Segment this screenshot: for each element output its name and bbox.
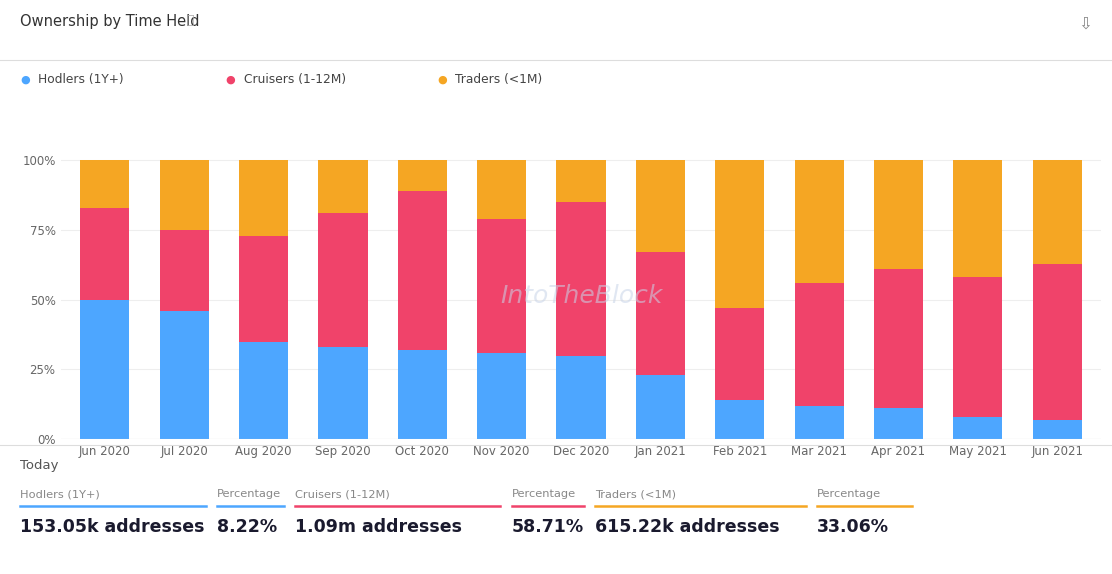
Text: ●: ●	[226, 74, 236, 84]
Bar	[318, 347, 368, 439]
Bar	[556, 355, 606, 439]
Bar	[318, 161, 368, 214]
Bar	[1033, 263, 1082, 420]
Bar	[398, 350, 447, 439]
Bar	[794, 283, 844, 406]
Bar	[874, 409, 923, 439]
Bar	[1033, 161, 1082, 263]
Bar	[398, 161, 447, 191]
Text: ⇩: ⇩	[1079, 14, 1092, 32]
Text: 615.22k addresses: 615.22k addresses	[595, 518, 780, 536]
Text: Ownership by Time Held: Ownership by Time Held	[20, 14, 199, 29]
Bar	[715, 161, 764, 308]
Bar	[794, 161, 844, 283]
Bar	[715, 308, 764, 400]
Text: 1.09m addresses: 1.09m addresses	[295, 518, 461, 536]
Text: Percentage: Percentage	[512, 489, 576, 499]
Text: Today: Today	[20, 459, 59, 472]
Text: Cruisers (1-12M): Cruisers (1-12M)	[244, 73, 346, 86]
Bar	[318, 214, 368, 347]
Bar	[477, 353, 526, 439]
Bar	[239, 161, 288, 236]
Bar	[1033, 420, 1082, 439]
Bar	[874, 161, 923, 269]
Bar	[556, 202, 606, 355]
Bar	[874, 269, 923, 409]
Text: 58.71%: 58.71%	[512, 518, 584, 536]
Bar	[953, 161, 1002, 277]
Bar	[636, 375, 685, 439]
Bar	[556, 161, 606, 202]
Bar	[953, 417, 1002, 439]
Bar	[398, 191, 447, 350]
Bar	[239, 342, 288, 439]
Text: Percentage: Percentage	[817, 489, 882, 499]
Text: IntoTheBlock: IntoTheBlock	[499, 284, 663, 308]
Bar	[80, 161, 129, 208]
Text: 8.22%: 8.22%	[217, 518, 277, 536]
Bar	[477, 161, 526, 219]
Text: 33.06%: 33.06%	[817, 518, 890, 536]
Text: Cruisers (1-12M): Cruisers (1-12M)	[295, 489, 389, 499]
Bar	[80, 300, 129, 439]
Text: ⓘ: ⓘ	[187, 14, 195, 28]
Bar	[239, 236, 288, 342]
Bar	[80, 208, 129, 300]
Text: Percentage: Percentage	[217, 489, 281, 499]
Text: ●: ●	[437, 74, 447, 84]
Bar	[160, 311, 209, 439]
Text: Traders (<1M): Traders (<1M)	[595, 489, 676, 499]
Bar	[715, 400, 764, 439]
Bar	[160, 230, 209, 311]
Bar	[636, 161, 685, 253]
Bar	[953, 277, 1002, 417]
Text: Hodlers (1Y+): Hodlers (1Y+)	[20, 489, 100, 499]
Text: ●: ●	[20, 74, 30, 84]
Text: Traders (<1M): Traders (<1M)	[455, 73, 542, 86]
Bar	[794, 406, 844, 439]
Text: 153.05k addresses: 153.05k addresses	[20, 518, 205, 536]
Bar	[636, 253, 685, 375]
Text: Hodlers (1Y+): Hodlers (1Y+)	[38, 73, 123, 86]
Bar	[477, 219, 526, 353]
Bar	[160, 161, 209, 230]
